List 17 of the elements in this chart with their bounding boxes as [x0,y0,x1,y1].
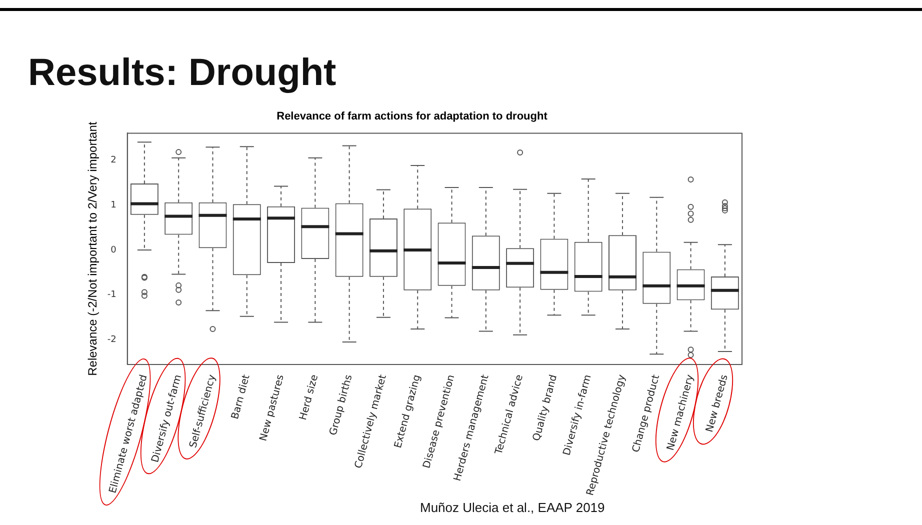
chart-subtitle: Results: Drought [28,52,336,95]
x-tick-label: New breeds [704,374,730,434]
y-tick-label: 1 [110,200,116,210]
x-tick-label: Extend grazing [392,374,424,450]
x-tick-label: Group births [328,374,355,437]
y-tick-label: -1 [107,290,116,300]
y-axis-title: Relevance (-2/Not important to 2/Very important [86,121,100,376]
x-tick-label: Barn diet [230,374,252,421]
text: Muñoz Ulecia et al., EAAP 2019 [420,500,605,515]
y-tick-label: -2 [107,335,116,346]
x-tick-label: Herd size [298,374,321,422]
y-tick-label: 2 [110,155,116,166]
chart-title: Relevance of farm actions for adaptation to drought [276,110,548,123]
x-tick-label: Quality brand [531,374,560,442]
y-tick-label: 0 [110,245,117,256]
x-tick-label: Change product [630,374,662,454]
x-tick-label: New pastures [258,374,286,442]
